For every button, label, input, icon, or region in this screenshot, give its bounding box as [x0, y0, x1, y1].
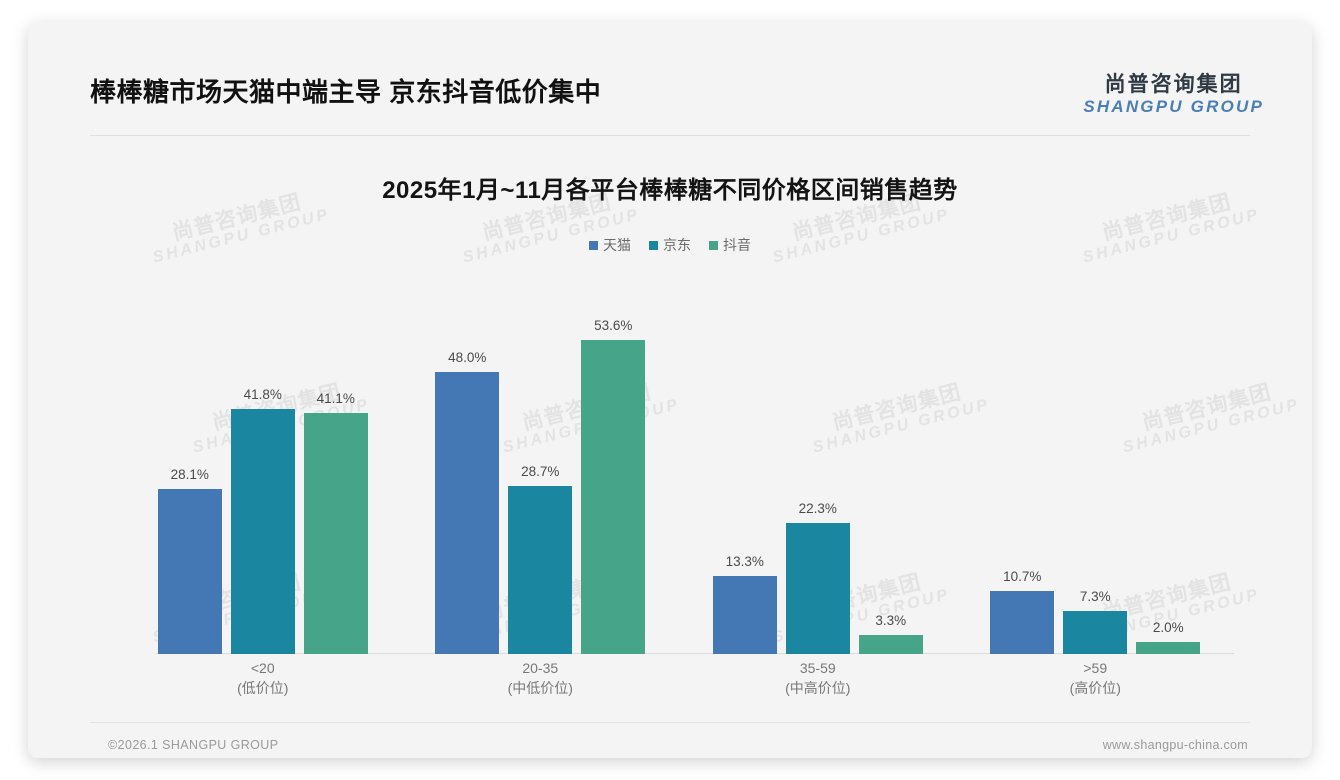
x-axis-label-main: 35-59 — [799, 660, 836, 676]
x-axis-label-sub: (低价位) — [237, 680, 289, 697]
bar-京东-35-59[interactable]: 22.3% — [785, 272, 850, 654]
bar-value-label: 28.7% — [521, 463, 560, 479]
legend-item-京东[interactable]: 京东 — [649, 235, 691, 255]
page-title: 棒棒糖市场天猫中端主导 京东抖音低价集中 — [90, 77, 602, 107]
slide-header: 棒棒糖市场天猫中端主导 京东抖音低价集中 尚普咨询集团 SHANGPU GROU… — [28, 22, 1312, 115]
logo-english-text: SHANGPU GROUP — [1083, 97, 1264, 117]
legend-label: 抖音 — [723, 237, 751, 253]
chart-title: 2025年1月~11月各平台棒棒糖不同价格区间销售趋势 — [382, 177, 958, 204]
x-axis-labels: <20 (低价位) 20-35 (中低价位) 35-59 (中高价位) >59 (高价位) — [124, 658, 1234, 699]
legend-label: 天猫 — [603, 237, 631, 253]
bar-groups: 28.1% 41.8% 41.1% 48.0% 28.7% 53.6% 13.3% 22.3%… — [124, 272, 1234, 654]
bar-京东-<20[interactable]: 41.8% — [230, 272, 295, 654]
bar-value-label: 48.0% — [448, 350, 487, 366]
bar-京东->59[interactable]: 7.3% — [1063, 272, 1128, 654]
bar-rect — [508, 485, 573, 654]
bar-天猫->59[interactable]: 10.7% — [990, 272, 1055, 654]
x-axis-label-main: <20 — [250, 660, 275, 676]
bar-group-35-59: 13.3% 22.3% 3.3% — [679, 272, 957, 654]
slide-card: 尚普咨询集团 SHANGPU GROUP 尚普咨询集团 SHANGPU GROUP 尚普… — [28, 22, 1312, 758]
x-axis-label-<20: <20 (低价位) — [124, 658, 402, 699]
bar-group-<20: 28.1% 41.8% 41.1% — [124, 272, 402, 654]
legend-swatch-icon — [649, 240, 658, 250]
bar-group-20-35: 48.0% 28.7% 53.6% — [402, 272, 680, 654]
x-axis-label->59: >59 (高价位) — [957, 658, 1235, 699]
header-divider — [90, 135, 1250, 136]
chart-legend: 天猫 京东 抖音 — [28, 235, 1312, 255]
bar-抖音-35-59[interactable]: 3.3% — [858, 272, 923, 654]
legend-label: 京东 — [663, 237, 691, 253]
bar-rect — [157, 489, 222, 654]
chart-plot-area: 28.1% 41.8% 41.1% 48.0% 28.7% 53.6% 13.3% 22.3%… — [124, 272, 1234, 654]
bar-value-label: 13.3% — [725, 553, 764, 569]
footer-website[interactable]: www.shangpu-china.com — [1102, 738, 1248, 752]
bar-rect — [858, 634, 923, 654]
legend-item-抖音[interactable]: 抖音 — [709, 235, 751, 255]
x-axis-line — [156, 653, 1234, 654]
bar-天猫-35-59[interactable]: 13.3% — [712, 272, 777, 654]
bar-value-label: 10.7% — [1003, 569, 1042, 585]
bar-抖音->59[interactable]: 2.0% — [1136, 272, 1201, 654]
legend-item-天猫[interactable]: 天猫 — [589, 235, 631, 255]
x-axis-label-main: 20-35 — [522, 660, 559, 676]
bar-天猫-<20[interactable]: 28.1% — [157, 272, 222, 654]
x-axis-label-main: >59 — [1083, 660, 1108, 676]
x-axis-label-sub: (高价位) — [1069, 680, 1121, 697]
footer-divider — [90, 722, 1250, 723]
bar-value-label: 3.3% — [875, 612, 907, 628]
bar-rect — [435, 372, 500, 654]
footer-copyright: ©2026.1 SHANGPU GROUP — [108, 738, 279, 752]
x-axis-label-35-59: 35-59 (中高价位) — [679, 658, 957, 699]
bar-rect — [1136, 642, 1201, 654]
bar-value-label: 41.8% — [243, 386, 282, 402]
bar-京东-20-35[interactable]: 28.7% — [508, 272, 573, 654]
bar-value-label: 41.1% — [316, 390, 355, 406]
legend-swatch-icon — [709, 240, 718, 250]
brand-logo: 尚普咨询集团 SHANGPU GROUP — [1083, 73, 1264, 117]
bar-抖音-<20[interactable]: 41.1% — [303, 272, 368, 654]
bar-rect — [230, 408, 295, 654]
x-axis-label-sub: (中低价位) — [507, 680, 573, 697]
x-axis-label-20-35: 20-35 (中低价位) — [402, 658, 680, 699]
logo-chinese-text: 尚普咨询集团 — [1104, 73, 1243, 96]
bar-rect — [712, 575, 777, 654]
bar-rect — [581, 339, 646, 654]
bar-rect — [303, 412, 368, 654]
bar-rect — [1063, 611, 1128, 654]
bar-天猫-20-35[interactable]: 48.0% — [435, 272, 500, 654]
bar-value-label: 28.1% — [170, 467, 209, 483]
x-axis-label-sub: (中高价位) — [785, 680, 851, 697]
legend-swatch-icon — [589, 240, 598, 250]
bar-value-label: 7.3% — [1079, 589, 1111, 605]
bar-value-label: 53.6% — [594, 317, 633, 333]
bar-抖音-20-35[interactable]: 53.6% — [581, 272, 646, 654]
bar-rect — [785, 523, 850, 654]
bar-rect — [990, 591, 1055, 654]
bar-value-label: 22.3% — [798, 501, 837, 517]
bar-value-label: 2.0% — [1152, 620, 1184, 636]
bar-group->59: 10.7% 7.3% 2.0% — [957, 272, 1235, 654]
